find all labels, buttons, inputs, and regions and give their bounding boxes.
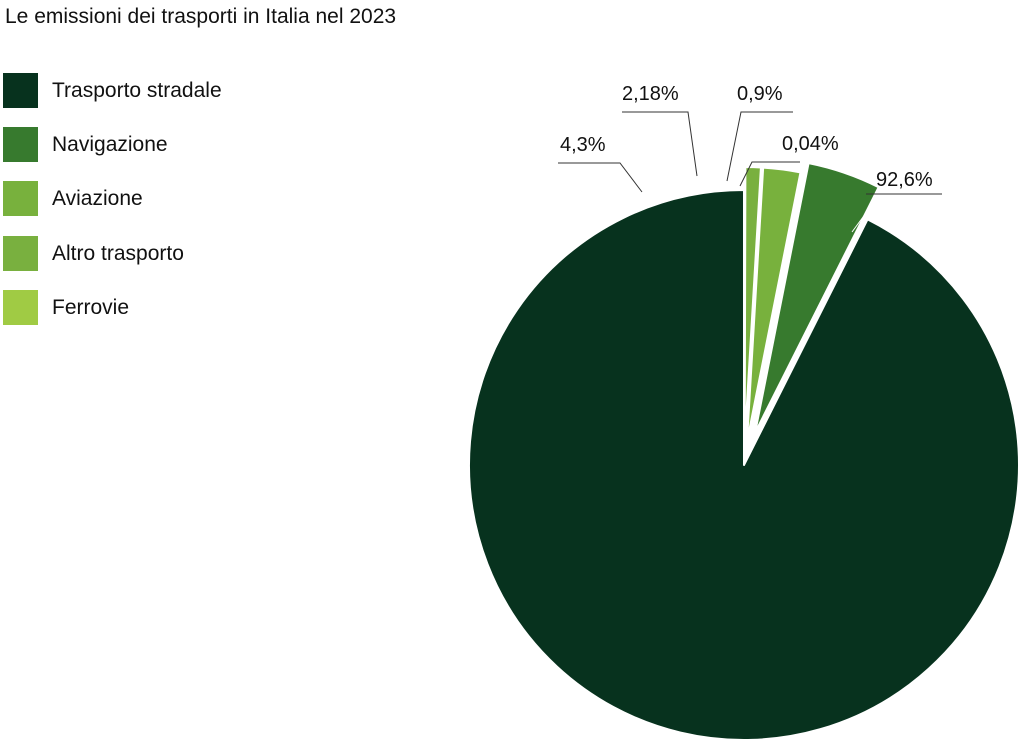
legend-swatch-ferrovie bbox=[3, 290, 38, 325]
pie-slice-ferrovie bbox=[743, 166, 746, 443]
data-label-trasporto-stradale: 92,6% bbox=[876, 169, 933, 191]
legend-swatch-aviazione bbox=[3, 181, 38, 216]
pie-slice-trasporto-stradale bbox=[468, 189, 1020, 741]
legend-swatch-navigazione bbox=[3, 127, 38, 162]
data-label-aviazione: 2,18% bbox=[622, 83, 679, 105]
legend-label-navigazione: Navigazione bbox=[52, 133, 168, 156]
pie-slice-aviazione bbox=[745, 166, 802, 444]
data-label-navigazione: 4,3% bbox=[560, 134, 606, 156]
legend-label-aviazione: Aviazione bbox=[52, 187, 143, 210]
leader-line-altro-trasporto bbox=[726, 111, 793, 182]
pie-slice-navigazione bbox=[754, 162, 880, 434]
leader-line-navigazione bbox=[558, 162, 643, 193]
legend-label-trasporto-stradale: Trasporto stradale bbox=[52, 79, 222, 102]
leader-line-ferrovie bbox=[739, 161, 800, 187]
legend-swatch-altro-trasporto bbox=[3, 236, 38, 271]
legend-label-ferrovie: Ferrovie bbox=[52, 296, 130, 319]
leader-line-aviazione bbox=[622, 111, 698, 177]
data-label-ferrovie: 0,04% bbox=[782, 133, 839, 155]
legend-label-altro-trasporto: Altro trasporto bbox=[52, 242, 184, 265]
chart-title: Le emissioni dei trasporti in Italia nel… bbox=[5, 5, 397, 28]
data-label-altro-trasporto: 0,9% bbox=[737, 83, 783, 105]
legend-swatch-trasporto-stradale bbox=[3, 73, 38, 108]
